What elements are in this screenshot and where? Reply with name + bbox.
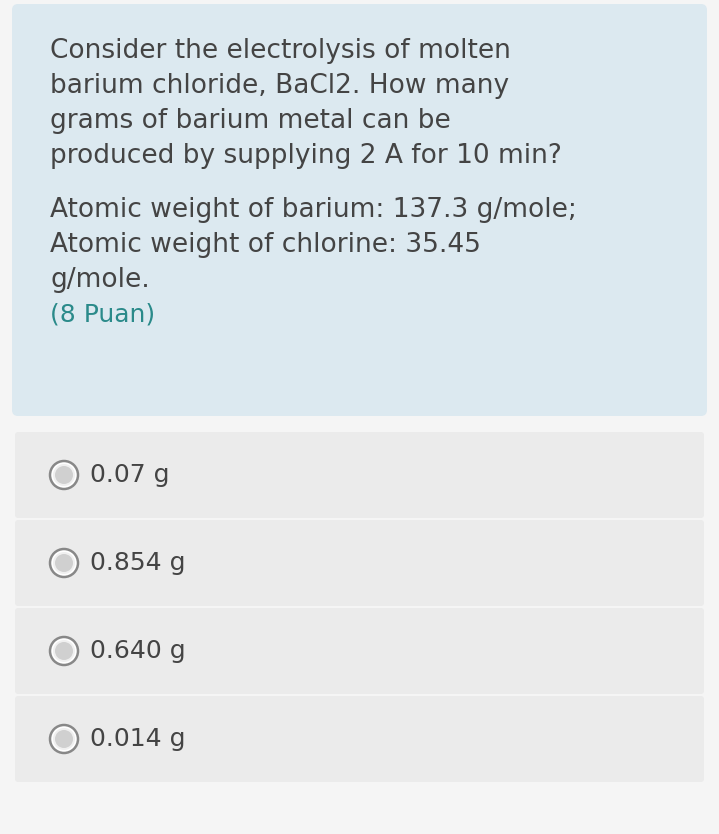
FancyBboxPatch shape [15,696,704,782]
Text: g/mole.: g/mole. [50,267,150,293]
FancyBboxPatch shape [15,520,704,606]
Text: Consider the electrolysis of molten: Consider the electrolysis of molten [50,38,511,64]
Text: 0.640 g: 0.640 g [90,639,186,663]
Circle shape [53,552,75,574]
Circle shape [50,549,78,577]
Text: Atomic weight of chlorine: 35.45: Atomic weight of chlorine: 35.45 [50,232,481,258]
Circle shape [50,637,78,665]
Text: 0.014 g: 0.014 g [90,727,186,751]
Circle shape [53,640,75,662]
Circle shape [55,730,73,748]
Circle shape [50,461,78,489]
Text: 0.07 g: 0.07 g [90,463,170,487]
Circle shape [55,466,73,484]
Text: (8 Puan): (8 Puan) [50,302,155,326]
Circle shape [55,554,73,572]
Text: barium chloride, BaCl2. How many: barium chloride, BaCl2. How many [50,73,509,99]
FancyBboxPatch shape [15,432,704,518]
Text: grams of barium metal can be: grams of barium metal can be [50,108,451,134]
Circle shape [53,728,75,750]
Circle shape [55,642,73,660]
Circle shape [53,464,75,486]
Text: Atomic weight of barium: 137.3 g/mole;: Atomic weight of barium: 137.3 g/mole; [50,197,577,223]
FancyBboxPatch shape [15,608,704,694]
Circle shape [50,725,78,753]
FancyBboxPatch shape [12,4,707,416]
Text: 0.854 g: 0.854 g [90,551,186,575]
Text: produced by supplying 2 A for 10 min?: produced by supplying 2 A for 10 min? [50,143,562,169]
